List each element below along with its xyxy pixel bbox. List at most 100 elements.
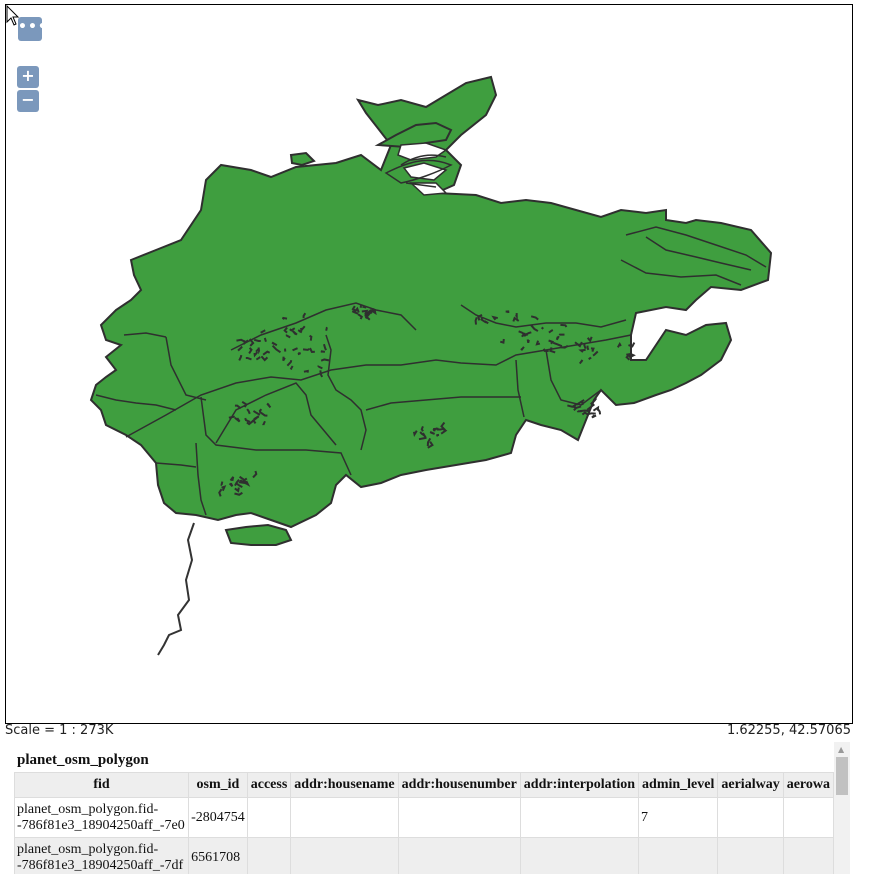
housenumber-cell [397,797,521,838]
urban-detail [542,348,549,352]
urban-detail [299,325,306,333]
urban-detail [221,485,227,492]
urban-detail [574,341,583,348]
urban-detail [320,358,330,362]
urban-detail [549,347,556,354]
urban-detail [587,412,596,416]
urban-detail [281,316,288,320]
region-small-patch[interactable] [289,151,316,167]
urban-detail [320,350,326,353]
column-header[interactable]: addr:housename [290,772,399,798]
urban-detail [218,488,223,497]
urban-detail [418,436,427,441]
urban-detail [285,334,291,339]
urban-detail [260,329,266,334]
column-header[interactable]: addr:housenumber [397,772,521,798]
urban-detail [257,347,261,355]
urban-detail [364,310,373,319]
urban-detail [289,327,296,332]
urban-detail [252,470,258,479]
urban-detail [291,347,298,352]
scale-readout: Scale = 1 : 273K [5,723,114,738]
column-header[interactable]: osm_id [188,772,248,798]
urban-detail [590,347,595,352]
vertical-scrollbar[interactable]: ▲ [834,742,850,874]
column-header[interactable]: admin_level [638,772,719,798]
urban-detail [282,356,286,362]
zoom-out-button[interactable]: − [17,90,39,112]
layer-options-button[interactable]: ••• [18,17,47,41]
urban-detail [591,414,597,419]
attribute-table-container[interactable]: fid osm_id access addr:housename addr:ho… [14,772,834,874]
table-row[interactable]: planet_osm_polygon.fid- -786f81e3_189042… [14,797,834,838]
scroll-up-arrow-icon[interactable]: ▲ [838,745,845,754]
urban-detail [628,353,636,359]
urban-detail [477,313,483,321]
interpolation-cell [519,797,640,838]
river-line [157,522,195,656]
urban-detail [289,365,294,371]
urban-detail [234,404,242,410]
urban-detail [244,417,251,423]
scrollbar-thumb[interactable] [836,757,848,795]
urban-detail [234,487,240,493]
table-row[interactable]: planet_osm_polygon.fid- -786f81e3_189042… [14,837,834,874]
urban-detail [234,416,241,423]
fid-line: planet_osm_polygon.fid- [17,841,159,857]
urban-detail [253,351,259,358]
urban-detail [628,342,636,348]
aeroway-cell [782,797,834,838]
column-header[interactable]: access [246,772,292,798]
column-header[interactable]: fid [14,772,190,798]
urban-detail [552,341,563,348]
interpolation-cell [519,837,640,874]
column-header[interactable]: addr:interpolation [519,772,640,798]
urban-detail [555,335,560,341]
layer-title: planet_osm_polygon [17,752,149,768]
urban-detail [291,330,298,336]
urban-detail [548,329,554,334]
admin-level-cell: 7 [638,797,719,838]
urban-detail [480,317,487,324]
urban-detail [515,313,518,320]
urban-detail [263,337,267,343]
housename-cell [290,837,399,874]
urban-detail [245,356,252,361]
urban-detail [354,306,360,313]
lake-hole [402,162,448,181]
map-viewport[interactable]: ••• + − [5,4,853,724]
urban-detail [505,310,510,314]
urban-detail-clusters [218,305,636,497]
urban-detail [238,354,243,361]
region-main-polygon[interactable] [89,75,773,529]
urban-detail [220,481,224,486]
urban-detail [588,356,592,360]
access-cell [246,797,292,838]
polygon-boundaries [95,154,767,516]
urban-detail [238,479,245,485]
urban-detail [297,329,303,334]
urban-detail [586,345,590,351]
fid-cell: planet_osm_polygon.fid- -786f81e3_189042… [14,837,190,874]
urban-detail [229,476,235,482]
column-header[interactable]: aerialway [717,772,784,798]
urban-detail [426,437,432,447]
urban-detail [573,405,582,412]
urban-detail [253,338,261,343]
fid-line: -786f81e3_18904250aff_-7e0 [17,817,185,833]
column-header[interactable]: aerowa [782,772,834,798]
urban-detail [271,341,278,347]
region-south-polygon[interactable] [224,523,293,546]
urban-detail [560,344,569,349]
urban-detail [535,340,541,346]
attribute-panel[interactable]: planet_osm_polygon fid osm_id access add… [5,742,851,874]
urban-detail [302,348,310,351]
urban-detail [512,316,520,322]
lake-hole [409,182,448,196]
zoom-in-button[interactable]: + [17,66,39,88]
map-canvas[interactable] [6,5,852,723]
urban-detail [236,338,245,343]
urban-detail [578,348,586,353]
urban-detail [266,402,272,409]
urban-detail [351,310,359,315]
